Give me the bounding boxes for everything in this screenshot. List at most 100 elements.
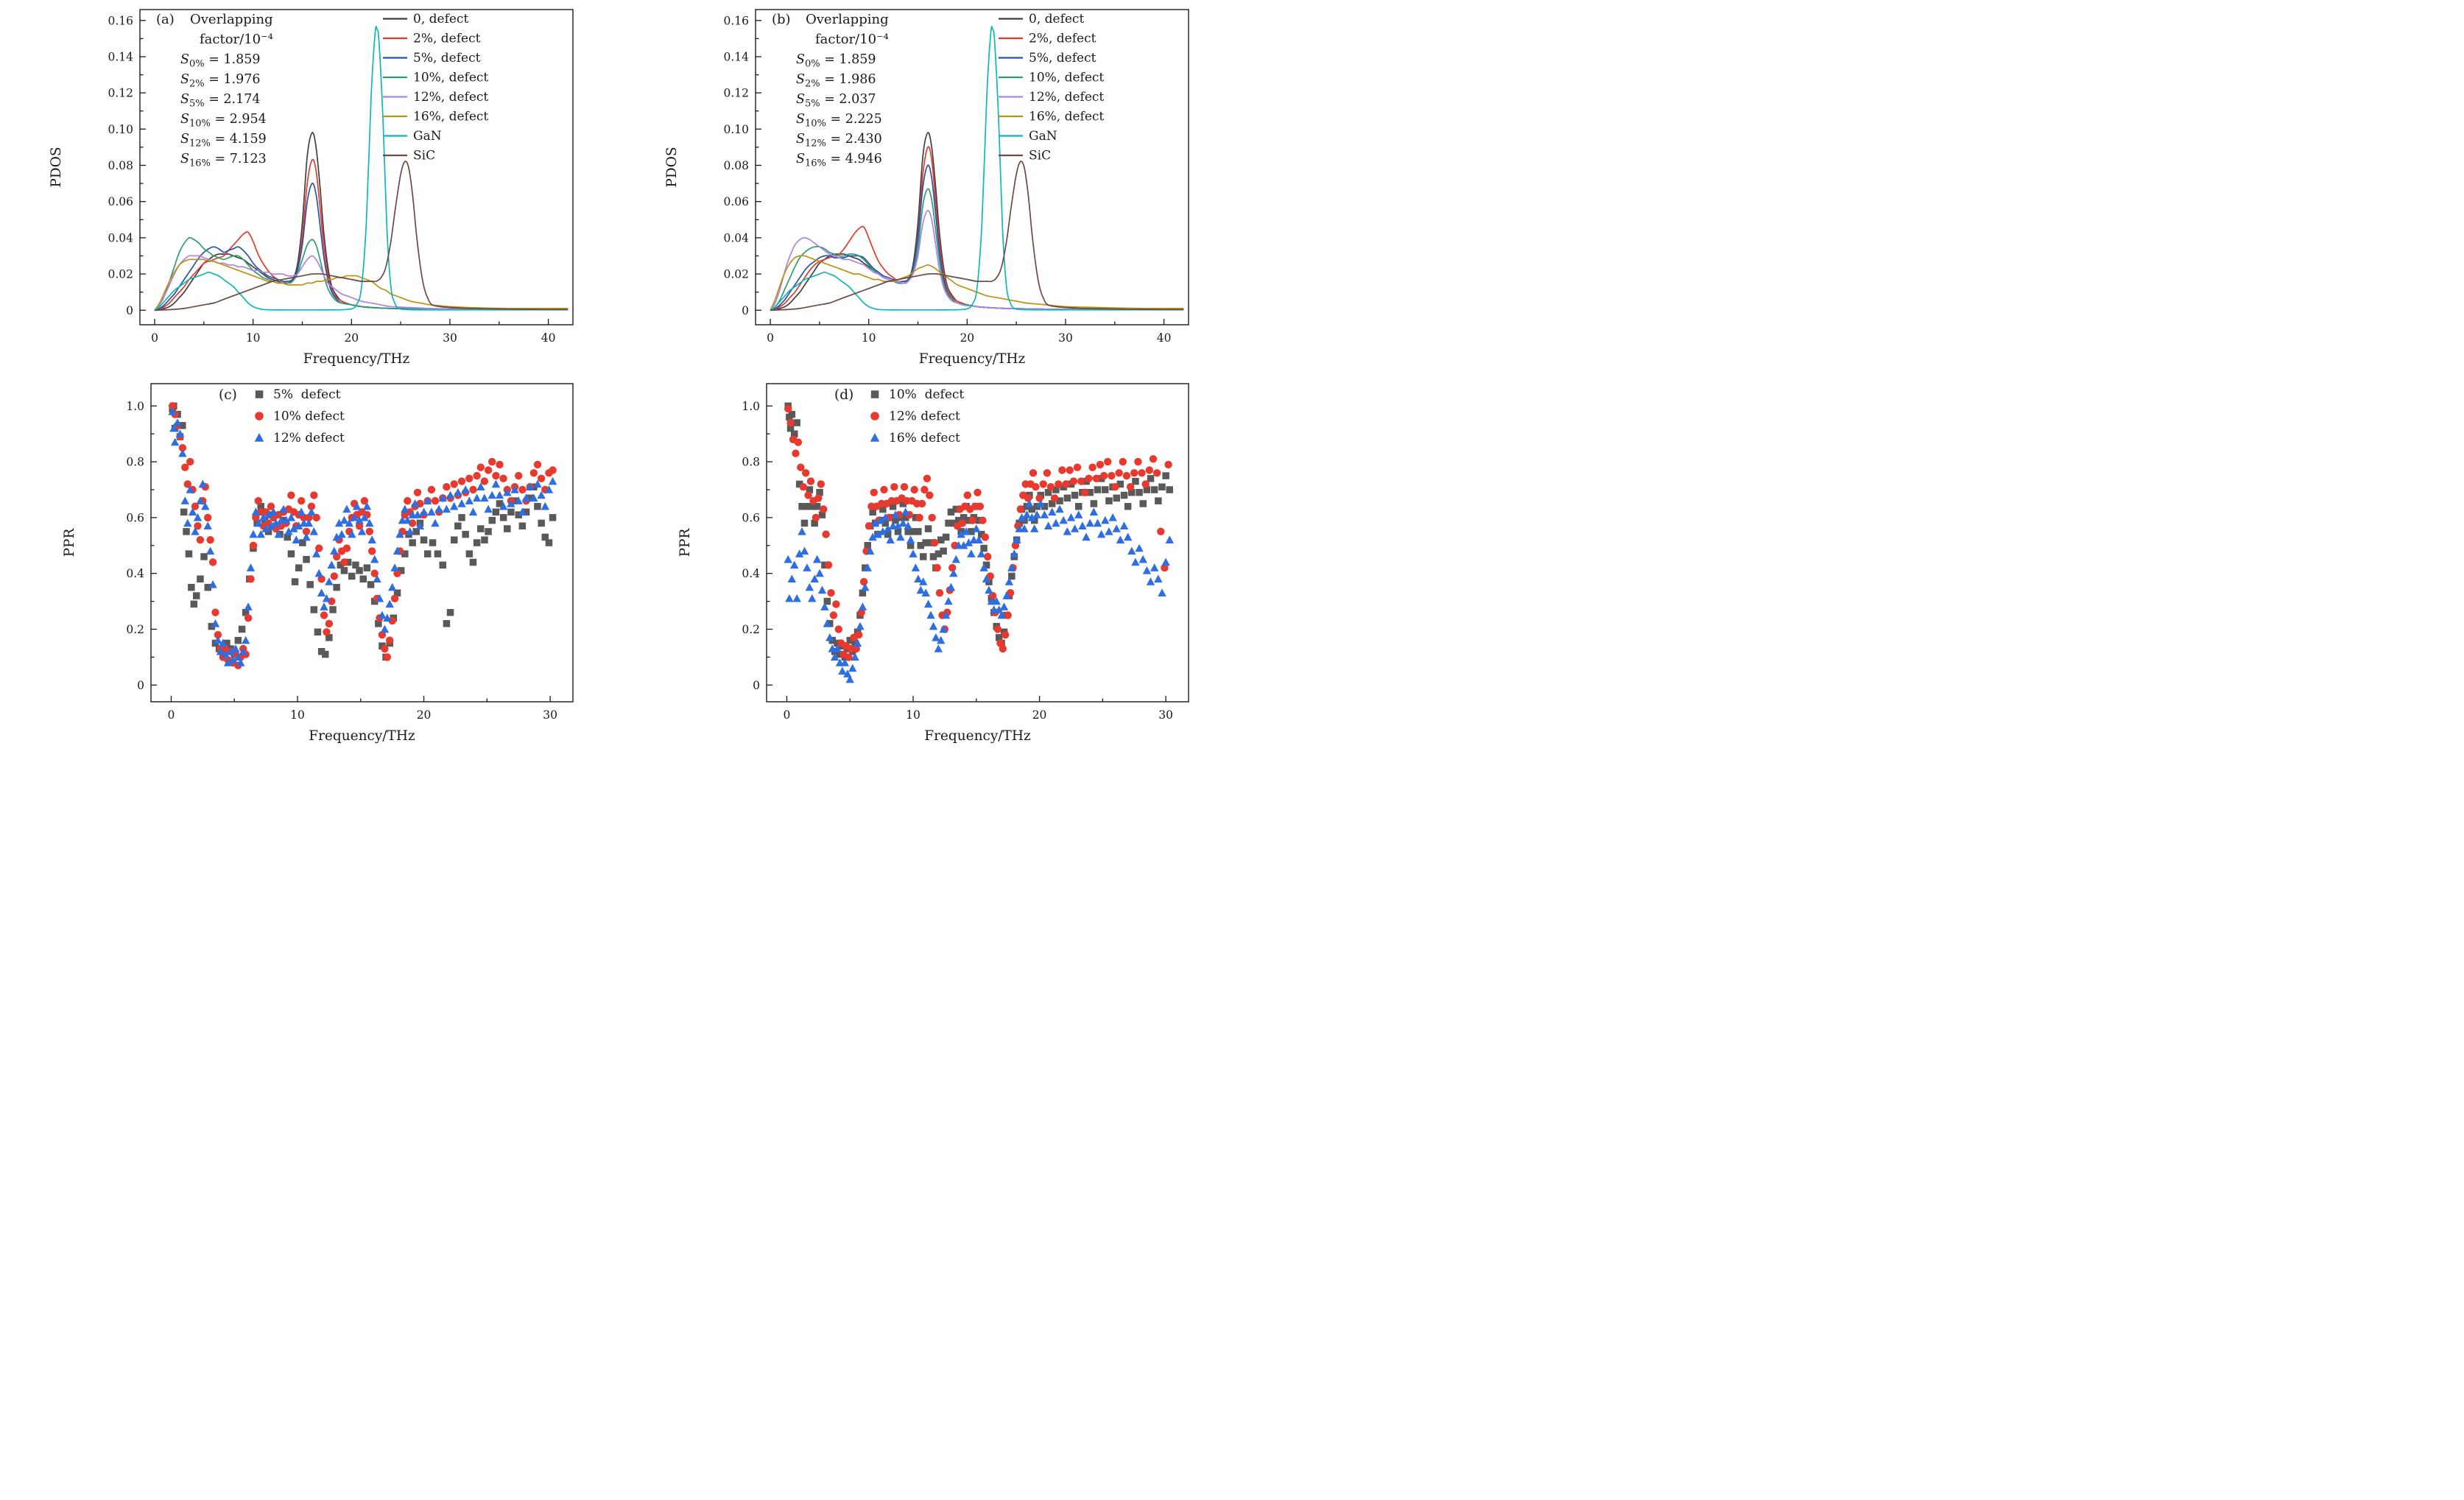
y-tick-label: 0.04	[108, 231, 133, 244]
legend-marker-12% defect	[254, 433, 264, 442]
x-tick-label: 30	[443, 331, 457, 345]
curve-16%, defect	[770, 255, 1184, 311]
legend-marker-12% defect	[870, 412, 879, 420]
x-tick-label: 20	[1032, 708, 1047, 722]
legend-label: 10% defect	[273, 409, 345, 424]
y-tick-label: 0	[126, 304, 133, 317]
y-tick-label: 0.04	[723, 231, 749, 244]
tick-labels: 0 10 20 30 0 0.2 0.4 0.6 0.8 1.0	[742, 400, 1173, 722]
legend-label: 2%, defect	[413, 32, 481, 46]
legend-label: 10%, defect	[1029, 71, 1104, 85]
y-axis-title: PDOS	[664, 147, 680, 187]
curve-GaN	[770, 26, 1184, 311]
y-axis-title: PPR	[62, 528, 77, 557]
curve-10%, defect	[154, 236, 569, 311]
y-tick-label: 0.6	[126, 511, 144, 524]
curve-GaN	[154, 26, 569, 311]
overlap-factor-10%: S10% = 2.954	[180, 112, 267, 130]
legend-marker-16% defect	[870, 433, 880, 442]
y-axis-title: PPR	[677, 528, 693, 557]
x-tick-label: 10	[246, 331, 261, 345]
y-tick-label: 0.08	[723, 159, 749, 172]
y-tick-label: 0.02	[723, 268, 749, 281]
curve-12%, defect	[770, 210, 1184, 311]
overlap-factor-5%: S5% = 2.174	[180, 92, 261, 110]
overlap-factor-0%: S0% = 1.859	[796, 52, 876, 70]
legend-label: 2%, defect	[1029, 32, 1097, 46]
x-axis-title: Frequency/THz	[303, 351, 410, 367]
y-tick-label: 0.14	[108, 50, 133, 63]
x-tick-label: 20	[417, 708, 432, 722]
panel-tag: (a)	[156, 12, 175, 27]
legend-marker-10% defect	[255, 412, 264, 420]
scatter-series-12% defect	[168, 407, 557, 666]
legend-label: 16%, defect	[1029, 110, 1104, 124]
legend-label: 5%, defect	[1029, 51, 1097, 66]
overlap-factor-12%: S12% = 2.430	[796, 132, 882, 149]
series-layer	[154, 26, 569, 311]
x-tick-label: 0	[784, 708, 791, 722]
annotation-header2: factor/10⁻⁴	[200, 32, 273, 47]
legend-marker-10% defect	[870, 390, 879, 398]
y-tick-label: 0.8	[126, 456, 144, 469]
legend-label: 5% defect	[273, 387, 341, 402]
series-layer	[770, 26, 1184, 311]
y-axis-title: PDOS	[49, 147, 64, 187]
annotation-header: Overlapping	[806, 12, 889, 27]
y-tick-label: 0.6	[742, 511, 760, 524]
y-tick-label: 0.10	[723, 123, 749, 136]
x-tick-label: 30	[1058, 331, 1073, 345]
x-tick-label: 40	[1157, 331, 1172, 345]
plot-box	[766, 383, 1189, 703]
legend-label: 12% defect	[273, 431, 345, 446]
y-tick-label: 0.02	[108, 268, 133, 281]
y-tick-label: 0.06	[108, 195, 133, 208]
y-tick-label: 0.12	[108, 87, 133, 100]
legend-label: 5%, defect	[413, 51, 481, 66]
series-layer	[784, 402, 1174, 683]
scatter-series-10% defect	[169, 402, 557, 669]
x-tick-label: 10	[290, 708, 305, 722]
y-tick-label: 0.12	[723, 87, 749, 100]
overlap-factor-16%: S16% = 4.946	[796, 152, 882, 169]
panel-tag: (b)	[772, 12, 791, 27]
y-tick-label: 0.8	[742, 456, 760, 469]
y-tick-label: 0.08	[108, 159, 133, 172]
curve-12%, defect	[154, 255, 569, 311]
legend-marker-5% defect	[255, 390, 264, 398]
y-tick-label: 0	[742, 304, 749, 317]
overlap-factor-10%: S10% = 2.225	[796, 112, 882, 130]
legend-label: GaN	[413, 129, 442, 144]
legend-label: SiC	[413, 149, 435, 163]
y-tick-label: 0	[753, 679, 760, 692]
tick-marks	[140, 20, 549, 325]
x-tick-label: 10	[906, 708, 921, 722]
tick-marks	[151, 405, 551, 702]
pdos-chart-b: 0 10 20 30 40 0 0.02 0.04 0.06 0.08 0.10 0.12 0.14 0.…	[664, 9, 1189, 367]
x-tick-label: 10	[862, 331, 876, 345]
x-tick-label: 20	[344, 331, 359, 345]
legend-label: 12% defect	[889, 409, 960, 424]
panel-tag: (c)	[219, 387, 237, 403]
overlap-factor-0%: S0% = 1.859	[180, 52, 261, 70]
tick-labels: 0 10 20 30 40 0 0.02 0.04 0.06 0.08 0.10 0.12 0.14 0.…	[108, 14, 555, 345]
legend-label: 0, defect	[1029, 12, 1084, 27]
y-tick-label: 0.4	[742, 567, 760, 580]
y-tick-label: 0.16	[108, 14, 133, 27]
x-tick-label: 40	[541, 331, 556, 345]
scatter-series-16% defect	[784, 499, 1174, 683]
y-tick-label: 0.2	[126, 623, 144, 636]
panel-tag: (d)	[834, 387, 853, 403]
y-tick-label: 0.10	[108, 123, 133, 136]
curve-16%, defect	[154, 258, 569, 311]
curve-SiC	[154, 161, 569, 311]
y-tick-label: 1.0	[126, 400, 144, 413]
y-tick-label: 0.06	[723, 195, 749, 208]
legend-label: 0, defect	[413, 12, 468, 27]
x-axis-title: Frequency/THz	[924, 728, 1031, 744]
overlap-factor-2%: S2% = 1.986	[796, 72, 876, 90]
x-tick-label: 20	[960, 331, 974, 345]
y-tick-label: 0	[137, 679, 144, 692]
y-tick-label: 0.16	[723, 14, 749, 27]
x-tick-label: 30	[1158, 708, 1173, 722]
